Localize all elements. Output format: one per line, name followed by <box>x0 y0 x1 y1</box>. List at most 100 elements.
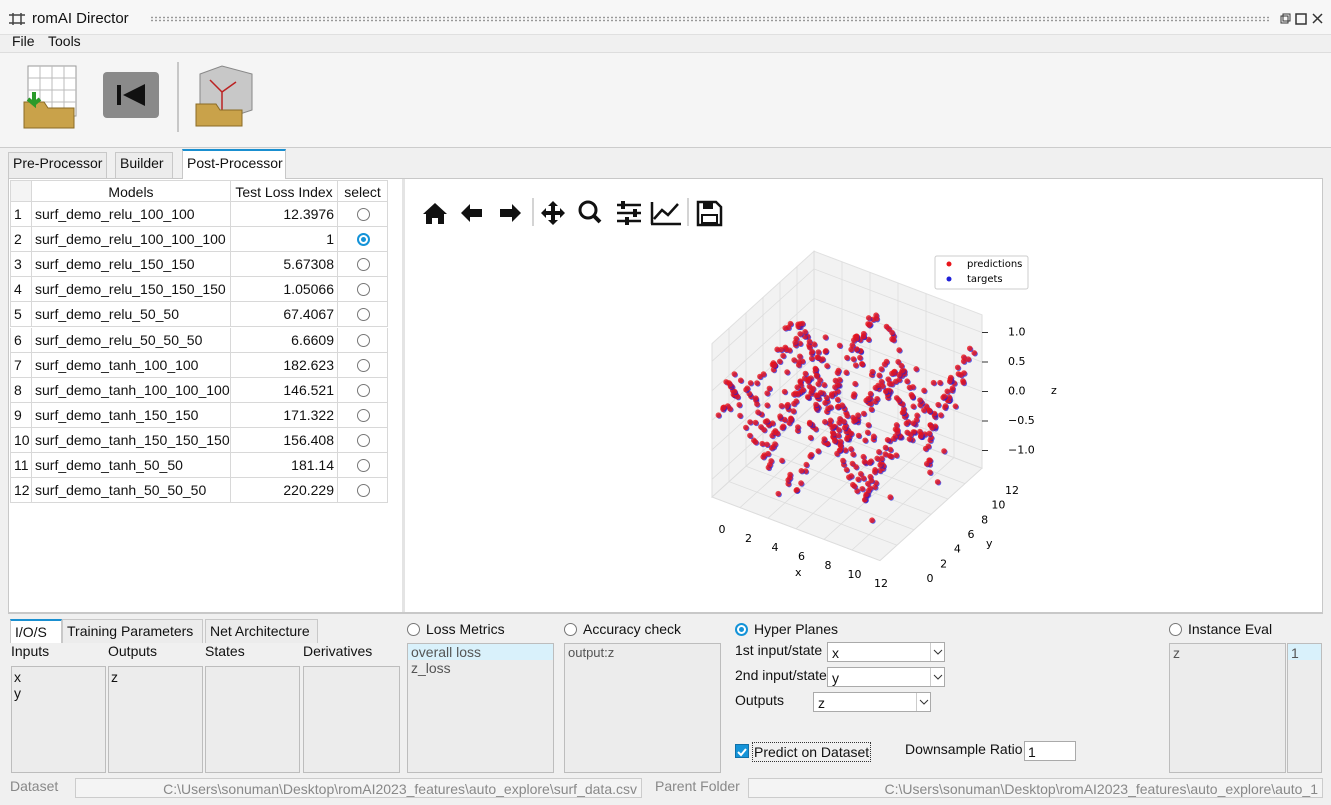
select-radio[interactable] <box>357 334 370 347</box>
model-name[interactable]: surf_demo_tanh_50_50 <box>32 453 231 478</box>
plot-toolbar[interactable] <box>423 198 721 226</box>
texture-dot <box>955 365 961 371</box>
z-tick-label: 0.5 <box>1008 355 1026 368</box>
model-name[interactable]: surf_demo_relu_100_100_100 <box>32 227 231 252</box>
select-radio[interactable] <box>357 233 370 246</box>
select-radio[interactable] <box>357 208 370 221</box>
checkbox[interactable] <box>735 744 749 758</box>
window-title: romAI Director <box>32 10 129 27</box>
dropdown[interactable]: x <box>827 642 945 662</box>
select-radio[interactable] <box>357 359 370 372</box>
texture-dot <box>761 371 767 377</box>
x-tick-label: 2 <box>745 532 752 545</box>
y-tick-label: 0 <box>927 572 934 585</box>
select-radio[interactable] <box>357 384 370 397</box>
test-loss: 182.623 <box>231 353 338 378</box>
section-label[interactable]: Hyper Planes <box>754 621 838 637</box>
texture-dot <box>791 401 797 407</box>
menu-item[interactable]: Tools <box>48 33 81 49</box>
row-number: 1 <box>10 202 32 227</box>
section-radio[interactable] <box>1169 623 1182 636</box>
select-radio[interactable] <box>357 409 370 422</box>
section-label[interactable]: Accuracy check <box>583 621 681 637</box>
texture-dot <box>926 443 932 449</box>
ios-item[interactable]: y <box>14 685 21 701</box>
bottom-tab[interactable]: I/O/S <box>10 619 62 643</box>
footer-label: Parent Folder <box>655 778 740 794</box>
select-radio[interactable] <box>357 459 370 472</box>
texture-dot <box>896 347 902 353</box>
x-tick-label: 0 <box>719 523 726 536</box>
column-header[interactable]: Test Loss Index <box>231 180 338 202</box>
texture-dot <box>851 356 857 362</box>
bottom-tab[interactable]: Net Architecture <box>205 619 318 643</box>
text-input[interactable]: 1 <box>1024 741 1076 761</box>
column-header[interactable]: Models <box>32 180 231 202</box>
toolbar-icons[interactable] <box>20 62 260 132</box>
column-header[interactable]: select <box>338 180 388 202</box>
texture-dot <box>868 391 874 397</box>
model-name[interactable]: surf_demo_tanh_150_150 <box>32 403 231 428</box>
model-name[interactable]: surf_demo_tanh_100_100 <box>32 353 231 378</box>
texture-dot <box>803 371 809 377</box>
texture-dot <box>787 347 793 353</box>
texture-dot <box>808 435 814 441</box>
section-radio[interactable] <box>407 623 420 636</box>
ios-item[interactable]: x <box>14 669 21 685</box>
texture-dot <box>870 369 876 375</box>
model-name[interactable]: surf_demo_tanh_150_150_150 <box>32 428 231 453</box>
texture-dot <box>868 478 874 484</box>
texture-dot <box>772 441 778 447</box>
texture-dot <box>876 449 882 455</box>
menu-item[interactable]: File <box>12 33 35 49</box>
bottom-tab[interactable]: Training Parameters <box>62 619 203 643</box>
model-name[interactable]: surf_demo_relu_50_50 <box>32 302 231 327</box>
texture-dot <box>813 366 819 372</box>
model-name[interactable]: surf_demo_relu_150_150_150 <box>32 277 231 302</box>
ios-list <box>11 666 106 773</box>
texture-dot <box>850 451 856 457</box>
window-buttons[interactable] <box>1279 12 1327 26</box>
y-tick-label: 12 <box>1005 484 1019 497</box>
tab[interactable]: Post-Processor <box>182 149 286 179</box>
dropdown-arrow <box>916 693 930 711</box>
ios-item[interactable]: z <box>111 669 118 685</box>
list-item[interactable]: output:z <box>568 645 614 660</box>
model-name[interactable]: surf_demo_tanh_50_50_50 <box>32 478 231 503</box>
model-name[interactable]: surf_demo_relu_50_50_50 <box>32 328 231 353</box>
texture-dot <box>799 468 805 474</box>
path-field[interactable]: C:\Users\sonuman\Desktop\romAI2023_featu… <box>75 778 642 798</box>
texture-dot <box>888 454 894 460</box>
section-label[interactable]: Instance Eval <box>1188 621 1272 637</box>
dropdown[interactable]: z <box>813 692 931 712</box>
texture-dot <box>893 452 899 458</box>
eval-name[interactable]: z <box>1173 645 1180 661</box>
checkbox-label[interactable]: Predict on Dataset <box>752 742 871 762</box>
model-name[interactable]: surf_demo_relu_100_100 <box>32 202 231 227</box>
texture-dot <box>815 448 821 454</box>
list-item[interactable]: z_loss <box>411 660 451 676</box>
test-loss: 1.05066 <box>231 277 338 302</box>
section-radio[interactable] <box>564 623 577 636</box>
select-radio[interactable] <box>357 484 370 497</box>
section-radio[interactable] <box>735 623 748 636</box>
texture-dot <box>913 366 919 372</box>
path-field[interactable]: C:\Users\sonuman\Desktop\romAI2023_featu… <box>748 778 1323 798</box>
eval-value[interactable]: 1 <box>1291 645 1299 661</box>
section-label[interactable]: Loss Metrics <box>426 621 505 637</box>
texture-dot <box>822 419 828 425</box>
texture-dot <box>889 381 895 387</box>
row-number: 8 <box>10 378 32 403</box>
texture-dot <box>862 459 868 465</box>
dropdown[interactable]: y <box>827 667 945 687</box>
tab[interactable]: Pre-Processor <box>8 152 107 178</box>
texture-dot <box>831 431 837 437</box>
model-name[interactable]: surf_demo_relu_150_150 <box>32 252 231 277</box>
list-item[interactable]: overall loss <box>411 644 481 660</box>
texture-dot <box>866 322 872 328</box>
select-radio[interactable] <box>357 434 370 447</box>
tab[interactable]: Builder <box>115 152 173 178</box>
row-number: 4 <box>10 277 32 302</box>
model-name[interactable]: surf_demo_tanh_100_100_100 <box>32 378 231 403</box>
texture-dot <box>943 403 949 409</box>
